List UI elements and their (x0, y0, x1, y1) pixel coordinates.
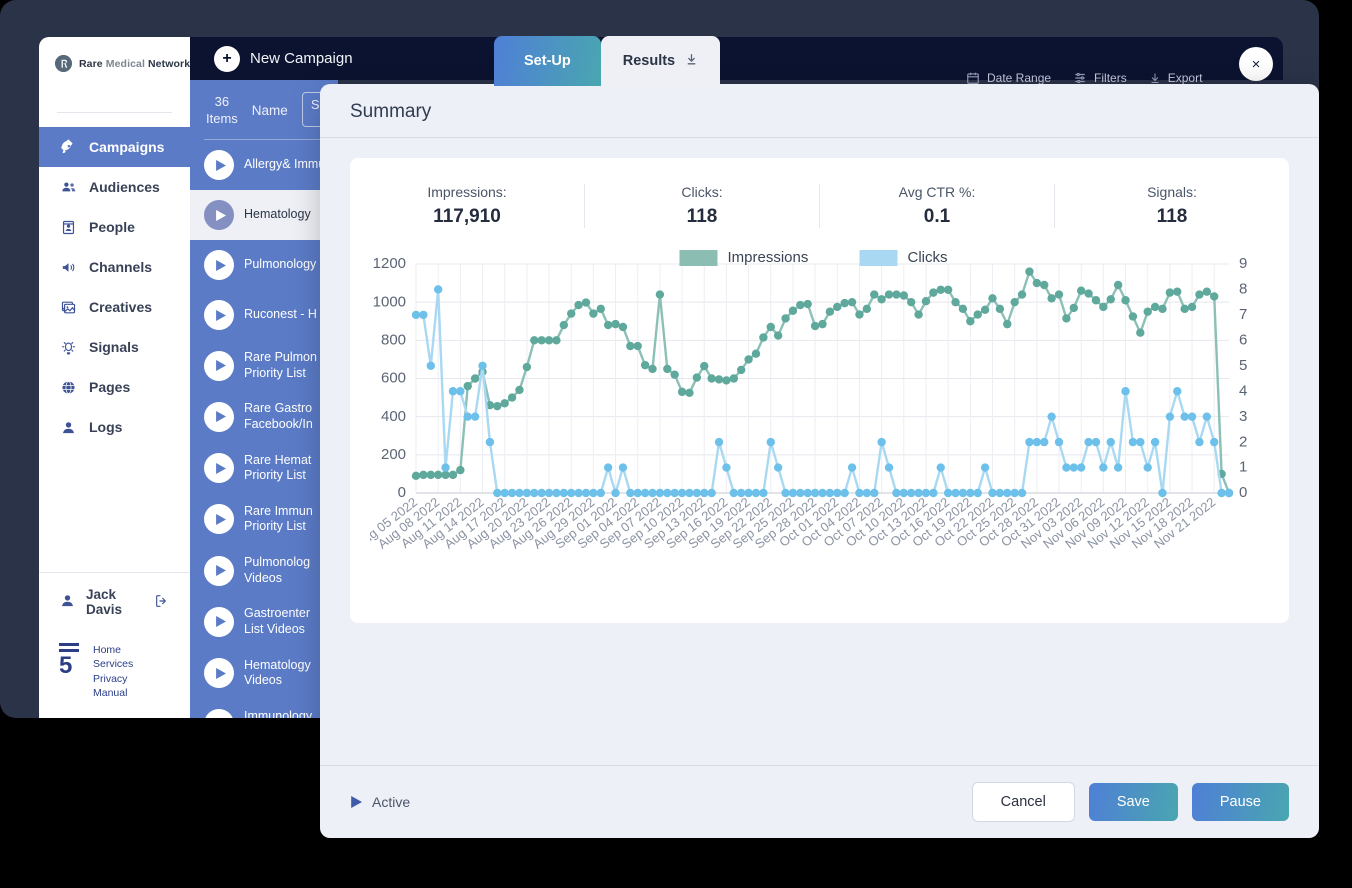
svg-text:5: 5 (59, 652, 72, 677)
